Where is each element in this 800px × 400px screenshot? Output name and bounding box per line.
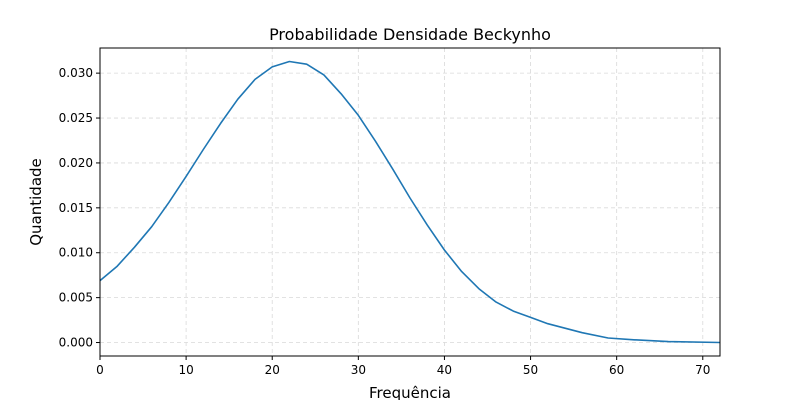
x-tick-label: 0 bbox=[96, 363, 104, 377]
x-tick-label: 30 bbox=[351, 363, 366, 377]
y-tick-label: 0.000 bbox=[59, 336, 93, 350]
series-line bbox=[99, 60, 721, 344]
y-tick-label: 0.020 bbox=[59, 156, 93, 170]
x-tick-label: 60 bbox=[609, 363, 624, 377]
x-tick-label: 70 bbox=[695, 363, 710, 377]
y-tick-label: 0.005 bbox=[59, 291, 93, 305]
plot-series bbox=[99, 60, 721, 344]
grid bbox=[99, 48, 720, 356]
y-tick-label: 0.025 bbox=[59, 111, 93, 125]
x-tick-label: 40 bbox=[437, 363, 452, 377]
x-tick-label: 20 bbox=[265, 363, 280, 377]
chart-title: Probabilidade Densidade Beckynho bbox=[269, 25, 551, 44]
y-tick-label: 0.030 bbox=[59, 66, 93, 80]
y-axis-label: Quantidade bbox=[27, 158, 45, 246]
plot-frame bbox=[99, 47, 721, 357]
x-tick-label: 50 bbox=[523, 363, 538, 377]
x-tick-label: 10 bbox=[178, 363, 193, 377]
y-tick-label: 0.015 bbox=[59, 201, 93, 215]
axis-ticks: 0 10 20 30 40 50 60 70 0.000 0.005 0.010 0.015 0.020… bbox=[59, 66, 711, 377]
x-axis-label: Frequência bbox=[369, 384, 451, 400]
y-tick-label: 0.010 bbox=[59, 246, 93, 260]
